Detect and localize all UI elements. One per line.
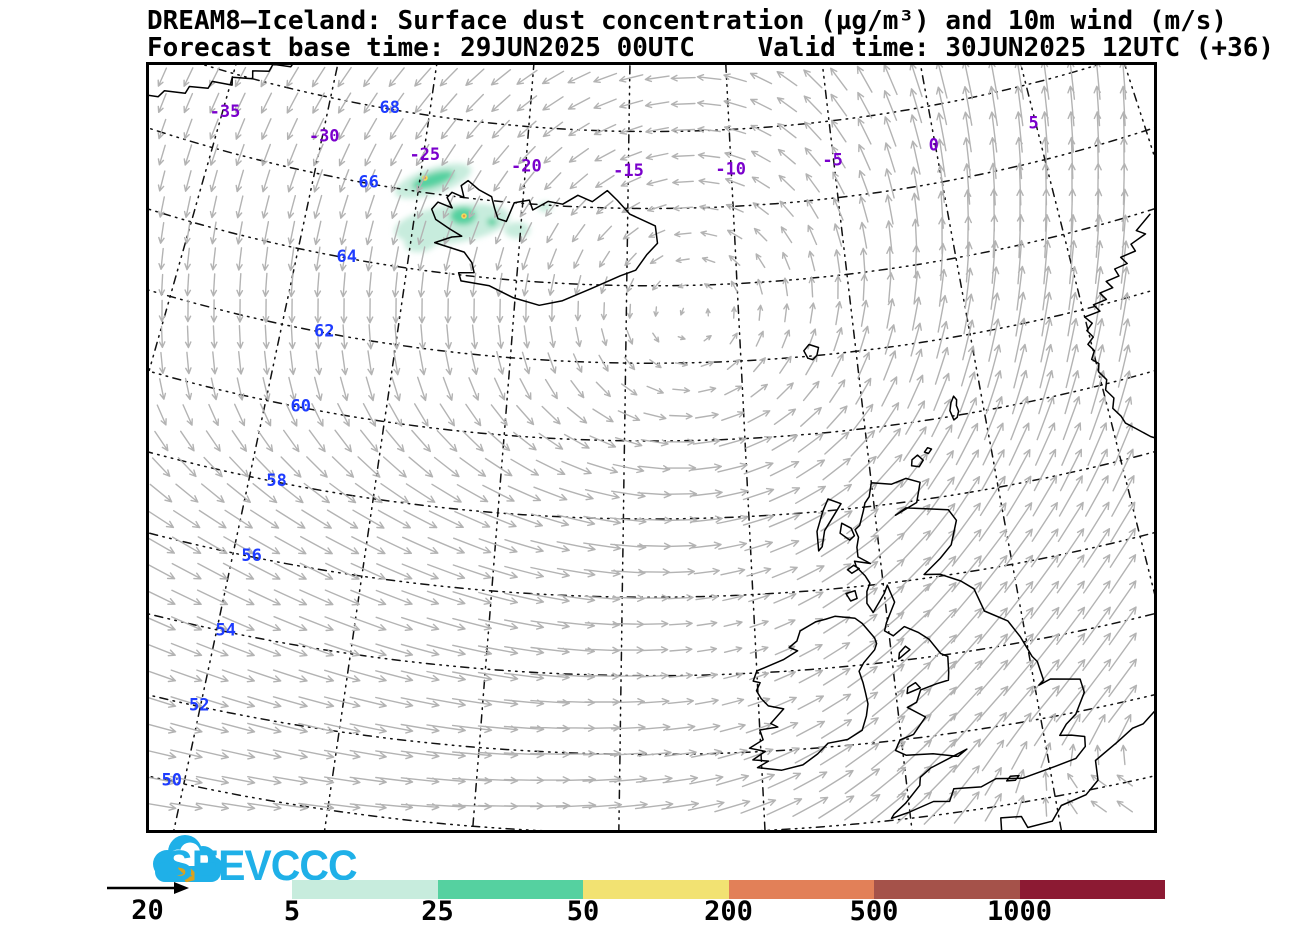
- lat-label: 62: [314, 322, 334, 342]
- colorbar-segment: [728, 880, 874, 899]
- lon-label: -10: [715, 159, 746, 179]
- lat-label: 60: [291, 396, 311, 416]
- colorbar-segment: [874, 880, 1020, 899]
- map-title: DREAM8–Iceland: Surface dust concentrati…: [147, 6, 1228, 36]
- lon-label: 0: [929, 136, 939, 156]
- lon-label: -35: [210, 102, 241, 122]
- dust-patch-mid: [487, 218, 497, 226]
- map-subtitle: Forecast base time: 29JUN2025 00UTC Vali…: [147, 33, 1275, 63]
- lat-label: 58: [266, 471, 286, 491]
- longitude-labels: -35 -30 -25 -20 -15 -10 -5 0 5: [210, 102, 1039, 181]
- lat-label: 68: [379, 98, 399, 118]
- lon-label: -25: [409, 145, 440, 165]
- wind-reference-value: 20: [131, 895, 164, 925]
- lon-label: -30: [309, 127, 340, 147]
- wind-vector-arrows: [149, 65, 1138, 825]
- dust-patch-mid: [411, 170, 455, 190]
- colorbar-label: 50: [566, 896, 600, 925]
- colorbar-segment: [292, 880, 438, 899]
- latitude-labels: 68 66 64 62 60 58 56 54 52 50: [162, 98, 400, 790]
- cloud-inner-base: [173, 855, 208, 866]
- lat-label: 50: [162, 770, 182, 790]
- colorbar-segment: [437, 880, 583, 899]
- colorbar-label: 25: [421, 896, 454, 925]
- forecast-map: -35 -30 -25 -20 -15 -10 -5 0 5 68 66 64 62 60 58 56 54 52…: [146, 62, 1157, 833]
- lon-label: 5: [1028, 114, 1038, 134]
- lon-label: -20: [511, 156, 542, 176]
- colorbar-label: 500: [849, 896, 899, 925]
- chevron-right-icon: [175, 865, 199, 883]
- colorbar-segment: [583, 880, 729, 899]
- colorbar-segment: [1019, 880, 1165, 899]
- colorbar-label: 200: [704, 896, 753, 925]
- lat-label: 66: [358, 173, 378, 193]
- colorbar-label: 5: [283, 896, 301, 925]
- dust-colorbar: [292, 880, 1165, 899]
- dust-patch-core: [462, 214, 466, 218]
- lon-label: -5: [822, 151, 842, 171]
- cloud-icon: [153, 835, 223, 883]
- wind-reference-arrow-icon: [107, 882, 189, 894]
- ocean-background: [149, 65, 1154, 830]
- lat-label: 54: [216, 621, 236, 641]
- coastlines: [149, 65, 1154, 830]
- lat-label: 64: [337, 247, 357, 267]
- map-canvas: -35 -30 -25 -20 -15 -10 -5 0 5 68 66 64 62 60 58 56 54 52…: [149, 65, 1154, 830]
- dust-patch-low: [504, 222, 530, 238]
- dust-colorbar-labels: 5 25 50 200 500 1000: [284, 896, 1192, 925]
- lat-label: 56: [241, 546, 261, 566]
- lat-label: 52: [189, 696, 209, 716]
- lon-label: -15: [613, 161, 644, 181]
- colorbar-label: 1000: [986, 896, 1053, 925]
